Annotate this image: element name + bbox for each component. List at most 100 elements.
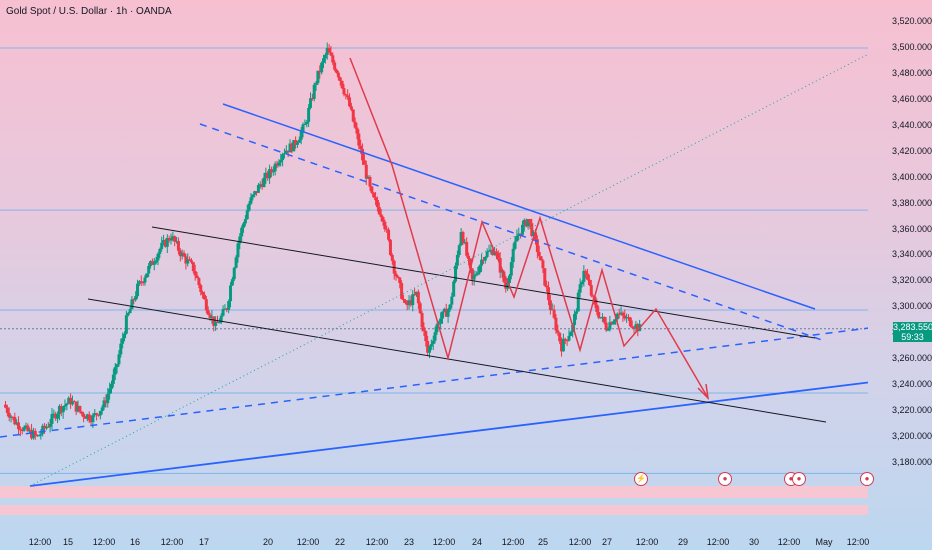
projection-arrowhead [697, 383, 710, 401]
time-tick-label: 22 [334, 537, 346, 547]
candle-body [625, 317, 629, 319]
event-marker-icon[interactable]: ⚡ [634, 472, 648, 486]
candle-body [511, 248, 515, 263]
candle-body [31, 430, 35, 439]
candle-body [108, 388, 112, 394]
candle-body [121, 338, 125, 344]
candle-body [41, 425, 45, 434]
candle-body [318, 70, 322, 73]
price-tick-label: 3,400.000 [892, 171, 932, 182]
candle-body [522, 219, 526, 225]
candle-body [502, 271, 506, 282]
candle-body [463, 242, 467, 244]
candle-body [191, 262, 195, 272]
candle-body [420, 313, 424, 328]
candle-body [74, 401, 78, 412]
candle-body [206, 310, 210, 315]
chart-canvas[interactable] [0, 0, 868, 530]
candle-body [507, 275, 511, 283]
candle-body [20, 429, 24, 431]
candle-body [115, 364, 119, 368]
candle-body [28, 429, 32, 432]
dashed-trendline [199, 123, 823, 341]
candle-body [545, 285, 549, 288]
time-tick-label: 30 [748, 537, 760, 547]
candle-body [446, 309, 450, 317]
candle-body [375, 200, 379, 208]
price-tick-label: 3,440.000 [892, 119, 932, 130]
price-tick-label: 3,420.000 [892, 145, 932, 156]
candle-body [362, 160, 366, 165]
price-axis[interactable]: 3,520.000 3,500.000 3,480.000 3,460.000 3,44… [868, 0, 932, 550]
candle-body [268, 169, 272, 179]
us-flag-event-icon[interactable]: ● [718, 472, 732, 486]
candle-body [580, 281, 584, 285]
candle-body [223, 308, 227, 310]
candle-body [457, 245, 461, 256]
candle-body [46, 426, 50, 428]
candle-body [147, 265, 151, 274]
candle-body [517, 233, 521, 236]
candle-body [199, 285, 203, 293]
candle-body [584, 270, 588, 274]
candle-body [548, 300, 552, 310]
candle-body [312, 84, 316, 99]
us-flag-event-icon[interactable]: ● [792, 472, 806, 486]
time-tick-label: 12:00 [706, 537, 730, 547]
candle-body [26, 425, 30, 432]
candle-body [500, 271, 504, 273]
candle-body [124, 315, 128, 334]
candle-body [413, 294, 417, 296]
candle-body [372, 192, 376, 198]
candle-body [262, 177, 266, 187]
time-tick-label: 12:00 [568, 537, 592, 547]
candle-body [612, 321, 616, 325]
candle-body [355, 127, 359, 134]
candle-body [504, 281, 508, 289]
price-tick-label: 3,220.000 [892, 405, 932, 416]
channel-upper-line [151, 226, 816, 339]
candle-body [43, 425, 47, 429]
candle-body [550, 309, 554, 311]
candle-body [167, 238, 171, 241]
candle-body [476, 272, 480, 275]
candle-body [552, 309, 556, 318]
candle-body [442, 308, 446, 312]
candle-body [606, 329, 610, 331]
candle-body [569, 332, 573, 336]
time-axis[interactable]: 12:00 15 12:00 16 12:00 17 20 12:00 22 12:00 23 12:… [0, 530, 870, 550]
candle-body [405, 302, 409, 306]
candle-body [117, 354, 121, 365]
price-tick-label: 3,180.000 [892, 457, 932, 467]
candle-body [221, 309, 225, 316]
candle-body [82, 413, 86, 418]
candle-body [98, 410, 102, 416]
candle-body [539, 256, 543, 261]
candle-body [634, 324, 638, 329]
candle-body [323, 54, 327, 59]
candle-body [307, 107, 311, 123]
candle-body [314, 82, 318, 85]
candle-body [141, 282, 145, 284]
candle-body [80, 411, 84, 414]
candle-body [333, 62, 337, 70]
candle-body [537, 251, 541, 257]
candle-body [251, 194, 255, 198]
candle-body [281, 154, 285, 161]
candle-body [349, 106, 353, 110]
candle-body [357, 133, 361, 146]
candle-body [230, 279, 234, 286]
candle-body [89, 420, 93, 423]
us-flag-event-icon[interactable]: ● [860, 472, 874, 486]
candle-body [578, 284, 582, 293]
candle-body [528, 219, 532, 224]
candle-body [465, 242, 469, 256]
candle-body [184, 256, 188, 264]
candle-body [534, 232, 537, 240]
candle-body [560, 341, 564, 352]
price-tick-label: 3,460.000 [892, 93, 932, 104]
candle-body [401, 298, 405, 301]
candle-body [130, 299, 134, 310]
candle-body [558, 332, 562, 342]
